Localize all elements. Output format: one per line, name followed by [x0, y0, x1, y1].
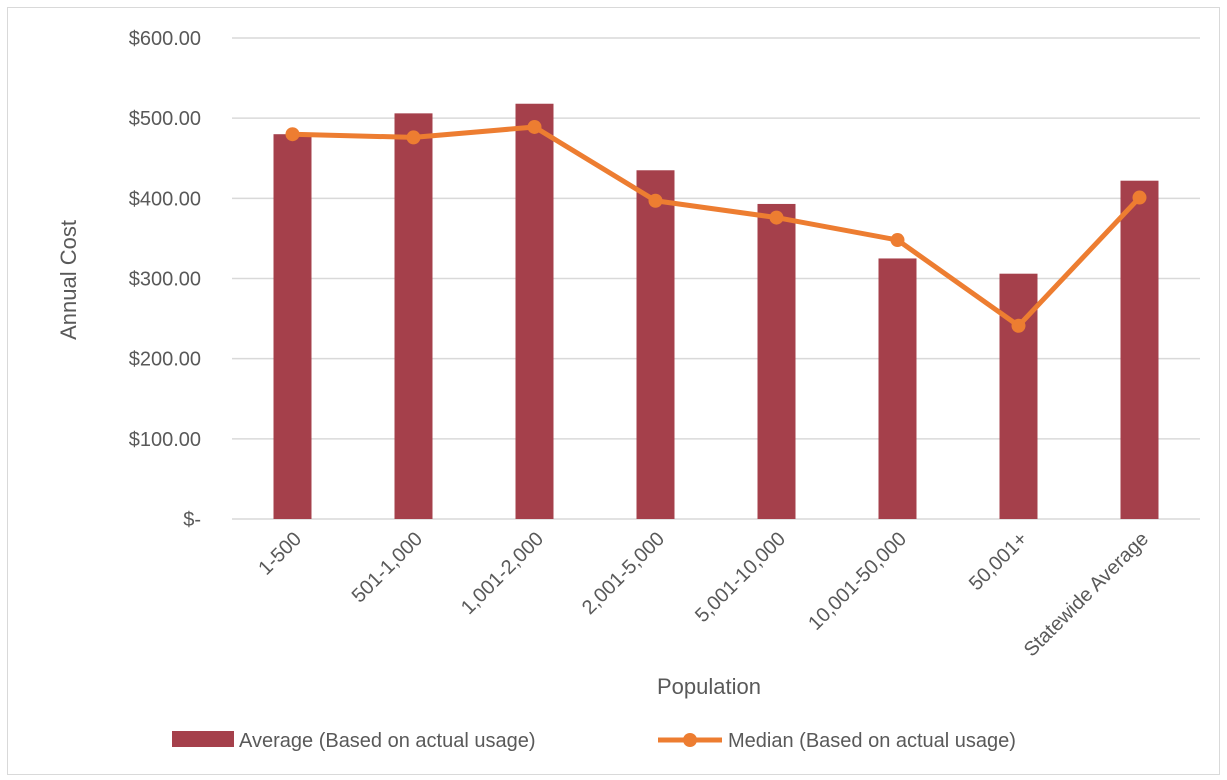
y-tick-label: $400.00	[129, 188, 201, 210]
x-tick-label: 501-1,000	[348, 528, 427, 607]
y-tick-label: $500.00	[129, 108, 201, 130]
bar	[515, 103, 554, 519]
y-tick-label: $100.00	[129, 429, 201, 451]
bar	[1120, 180, 1159, 520]
median-point	[648, 193, 663, 208]
bar	[273, 134, 312, 519]
x-axis-title: Population	[657, 674, 761, 699]
y-axis-tick-labels: $- $100.00 $200.00 $300.00 $400.00 $500.00 $60…	[129, 28, 201, 531]
bar	[636, 170, 675, 519]
gridlines	[232, 37, 1200, 520]
median-point	[1132, 190, 1147, 205]
y-tick-label: $-	[183, 509, 201, 531]
x-tick-label: 5,001-10,000	[691, 528, 790, 627]
y-tick-label: $300.00	[129, 269, 201, 291]
legend-label-median: Median (Based on actual usage)	[728, 730, 1016, 752]
median-line	[292, 124, 1142, 329]
median-point	[1011, 318, 1026, 333]
y-axis-title: Annual Cost	[56, 220, 81, 340]
median-point	[769, 210, 784, 225]
x-axis-tick-labels: 1-500 501-1,000 1,001-2,000 2,001-5,000 5,00…	[254, 528, 1153, 661]
legend-marker-median	[683, 733, 697, 747]
bar	[757, 203, 796, 519]
x-tick-label: 2,001-5,000	[578, 528, 669, 619]
median-point	[285, 127, 300, 142]
legend-swatch-average	[172, 731, 234, 747]
x-tick-label: 1,001-2,000	[457, 528, 548, 619]
bar	[394, 113, 433, 520]
bar-series	[273, 103, 1159, 520]
legend-label-average: Average (Based on actual usage)	[239, 730, 536, 752]
legend: Average (Based on actual usage) Median (…	[172, 730, 1016, 752]
y-tick-label: $600.00	[129, 28, 201, 50]
y-tick-label: $200.00	[129, 349, 201, 371]
median-point	[406, 130, 421, 145]
x-tick-label: Statewide Average	[1020, 528, 1153, 661]
median-point	[890, 233, 905, 248]
x-tick-label: 50,001+	[965, 528, 1032, 595]
x-tick-label: 10,001-50,000	[804, 528, 911, 635]
x-tick-label: 1-500	[254, 528, 306, 580]
median-point	[527, 119, 542, 134]
bar	[878, 258, 917, 519]
line-series	[285, 119, 1147, 333]
